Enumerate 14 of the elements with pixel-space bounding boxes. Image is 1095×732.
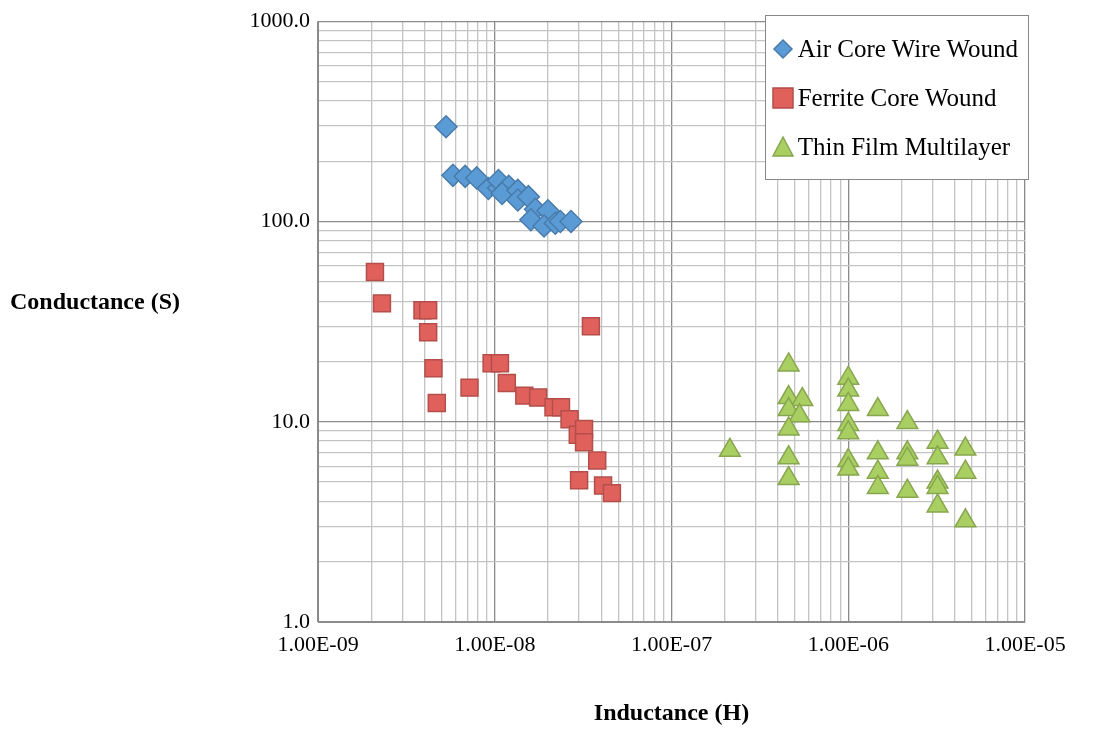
- x-tick-label: 1.00E-08: [454, 630, 536, 656]
- x-axis-title: Inductance (H): [593, 698, 750, 725]
- y-tick-label: 100.0: [260, 207, 310, 233]
- y-tick-label: 10.0: [271, 407, 310, 433]
- y-tick-label: 1000.0: [249, 6, 310, 32]
- legend-label: Ferrite Core Wound: [797, 83, 997, 112]
- x-tick-label: 1.00E-07: [630, 630, 713, 656]
- legend-label: Air Core Wire Wound: [797, 34, 1018, 63]
- x-tick-label: 1.00E-05: [984, 630, 1066, 656]
- x-tick-label: 1.00E-09: [277, 630, 359, 656]
- y-tick-label: 1.0: [282, 607, 310, 633]
- y-axis-title: Conductance (S): [10, 287, 181, 316]
- x-tick-label: 1.00E-06: [807, 630, 889, 656]
- legend-label: Thin Film Multilayer: [797, 132, 1011, 161]
